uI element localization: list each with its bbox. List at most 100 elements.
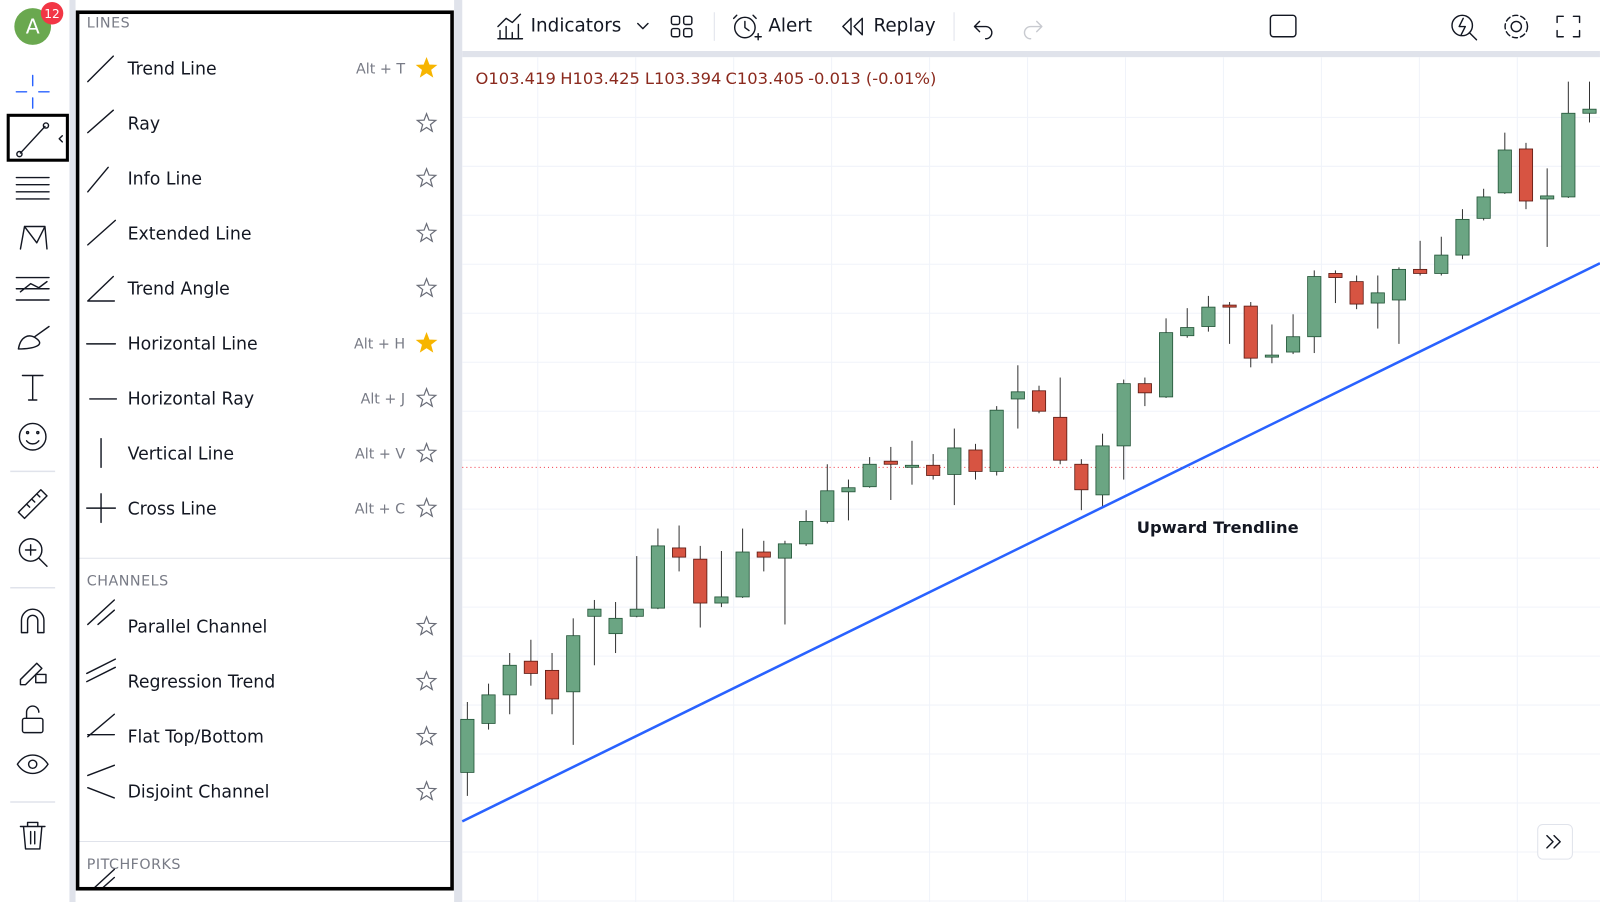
favorite-star[interactable] — [415, 725, 438, 746]
layouts-button[interactable] — [670, 15, 693, 38]
candle-body — [1074, 463, 1089, 491]
menu-item-icon — [87, 599, 116, 626]
redo-button[interactable] — [1023, 20, 1043, 40]
avatar-letter: A — [26, 15, 40, 39]
favorite-star[interactable] — [415, 166, 438, 188]
ohlc-high: H103.425 — [560, 69, 640, 88]
fullscreen-button[interactable] — [1556, 15, 1581, 38]
menu-item[interactable]: Flat Top/Bottom — [87, 713, 438, 748]
toolbar-divider — [713, 12, 955, 41]
emoji-tool[interactable] — [18, 422, 47, 451]
menu-item[interactable]: Cross Line Alt + C — [86, 493, 438, 524]
fib-tool[interactable] — [15, 176, 50, 200]
menu-item-label: Cross Line — [128, 499, 217, 519]
menu-item[interactable]: Parallel Channel — [87, 599, 438, 638]
menu-item[interactable]: Vertical Line Alt + V — [100, 438, 438, 469]
candle-body — [545, 669, 560, 700]
menu-item[interactable]: Trend Angle — [87, 275, 438, 302]
ohlc-change: -0.013 (-0.01%) — [808, 69, 936, 88]
candle-body — [904, 464, 920, 468]
menu-item-icon — [87, 109, 115, 134]
candle-body — [947, 447, 962, 475]
trend-line-tool[interactable] — [16, 122, 63, 158]
scroll-to-latest-button[interactable] — [1537, 823, 1573, 860]
crosshair-tool[interactable] — [15, 74, 50, 109]
prediction-tool[interactable] — [15, 276, 50, 301]
candle-body — [1540, 195, 1555, 200]
zoom-tool[interactable] — [18, 538, 48, 568]
candle-body — [820, 490, 835, 522]
menu-item[interactable]: Horizontal Line Alt + H — [86, 331, 438, 355]
menu-item[interactable]: Ray — [87, 109, 438, 134]
menu-item[interactable]: Disjoint Channel — [87, 764, 438, 803]
candle-body — [1434, 254, 1449, 274]
ruler-tool[interactable] — [17, 489, 48, 520]
candle-body — [926, 464, 941, 476]
replay-button[interactable]: Replay — [873, 16, 935, 37]
selected-tool-frame — [6, 113, 69, 162]
menu-item-label: Extended Line — [128, 224, 252, 244]
lock-tool[interactable] — [21, 705, 44, 734]
indicators-button[interactable]: Indicators — [531, 16, 622, 37]
candle-body — [1497, 149, 1512, 194]
favorite-star[interactable] — [415, 331, 438, 353]
left-toolbar: A 12 — [6, 2, 69, 850]
lock-drawing-tool[interactable] — [19, 662, 47, 686]
candle-body — [1476, 196, 1491, 219]
indicators-dropdown[interactable] — [637, 22, 649, 30]
chart-annotation: Upward Trendline — [1137, 518, 1299, 537]
text-tool[interactable] — [21, 374, 44, 401]
menu-item-icon — [86, 493, 117, 524]
candle-body — [714, 596, 729, 604]
separator — [462, 51, 1600, 58]
favorite-star[interactable] — [415, 56, 438, 78]
favorite-star[interactable] — [415, 276, 438, 298]
candle-body — [502, 664, 517, 696]
candle-body — [1349, 281, 1364, 305]
favorite-star[interactable] — [415, 441, 438, 463]
favorite-star[interactable] — [415, 386, 438, 408]
menu-item[interactable]: Regression Trend — [86, 658, 438, 693]
menu-item-shortcut: Alt + J — [361, 391, 406, 407]
visibility-tool[interactable] — [16, 754, 49, 775]
undo-button[interactable] — [973, 20, 993, 40]
favorite-star[interactable] — [415, 670, 438, 691]
candle-body — [756, 551, 771, 558]
settings-button[interactable] — [1504, 14, 1529, 39]
menu-highlight-frame — [75, 10, 454, 891]
favorite-star[interactable] — [415, 615, 438, 636]
favorite-star[interactable] — [415, 111, 438, 133]
candle-body — [608, 617, 623, 635]
menu-item-icon — [87, 275, 116, 302]
quick-search-button[interactable] — [1451, 14, 1478, 41]
pattern-tool[interactable] — [19, 225, 48, 250]
favorite-star[interactable] — [415, 780, 438, 801]
menu-item-label: Ray — [128, 114, 161, 134]
badge — [40, 2, 64, 25]
separator — [454, 0, 463, 902]
indicators-icon — [497, 13, 524, 40]
candle-body — [1413, 268, 1428, 274]
brush-tool[interactable] — [17, 325, 50, 350]
toolbar-divider — [10, 470, 56, 803]
favorite-star[interactable] — [415, 496, 438, 518]
menu-item[interactable]: Horizontal Ray Alt + J — [89, 386, 438, 410]
delete-tool[interactable] — [19, 821, 46, 850]
magnet-tool[interactable] — [20, 608, 45, 634]
menu-item-label: Regression Trend — [128, 673, 276, 693]
menu-item[interactable]: Info Line — [87, 166, 438, 193]
candle-body — [1095, 445, 1110, 496]
favorite-star[interactable] — [415, 221, 438, 243]
menu-item-label: Trend Angle — [127, 279, 230, 299]
candle-body — [566, 635, 581, 693]
menu-item-icon — [92, 868, 116, 889]
menu-item[interactable]: Trend Line Alt + T — [87, 55, 438, 83]
menu-item[interactable]: Extended Line — [87, 219, 438, 246]
fullscreen-layout-button[interactable] — [1269, 14, 1297, 38]
menu-item-icon — [87, 764, 116, 799]
alert-button[interactable]: Alert — [768, 16, 812, 37]
menu-content: LINES Trend Line Alt + T Ray Info Line Extend… — [77, 15, 453, 902]
candle-body — [841, 487, 856, 493]
menu-item-label: Horizontal Line — [128, 334, 258, 354]
menu-item[interactable]: Pitchfork — [88, 868, 436, 902]
